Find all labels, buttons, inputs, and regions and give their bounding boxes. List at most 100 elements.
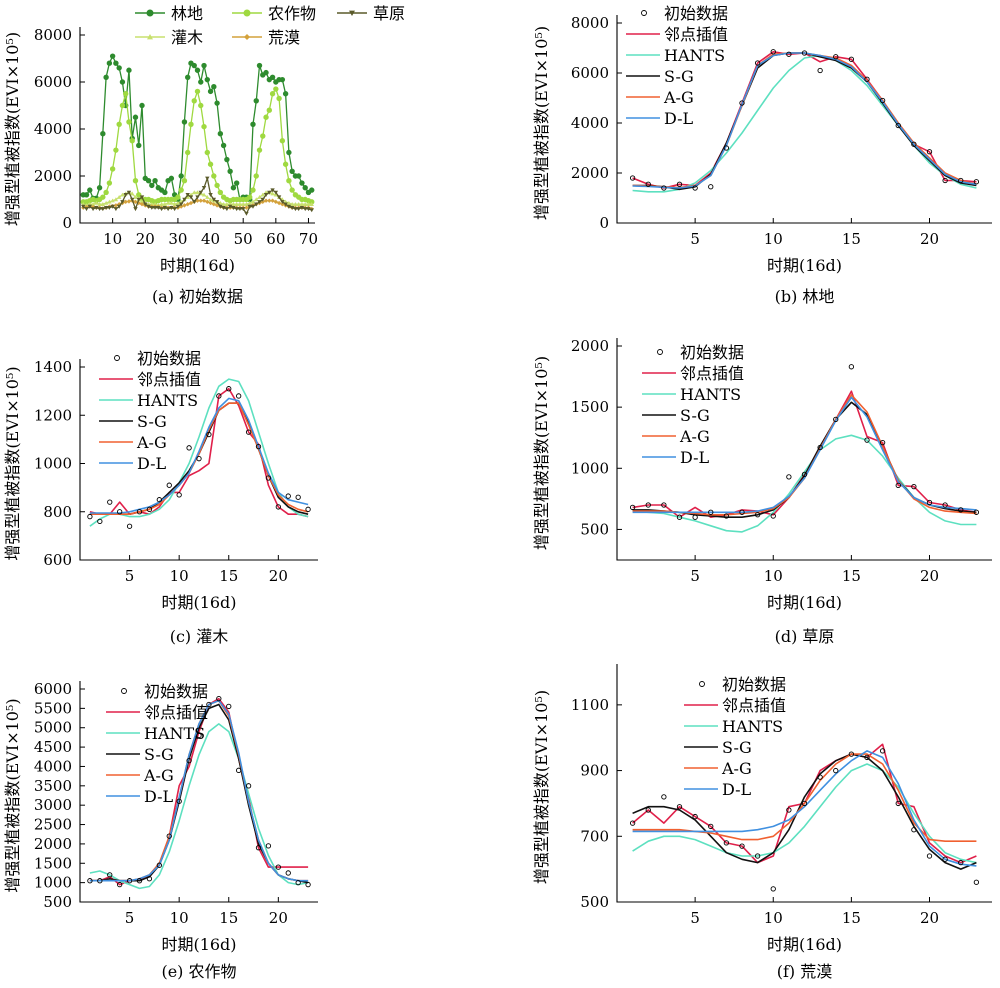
- chart-panel-d: 5 10 15 20 500 1000 1500 2000 时期(16d) 增强型植被指数(EVI…: [532, 337, 992, 646]
- raw-data-point: [833, 767, 839, 774]
- raw-data-point: [926, 499, 933, 506]
- data-point: [299, 180, 305, 186]
- data-point: [139, 195, 145, 200]
- data-point: [244, 202, 249, 206]
- data-point: [130, 197, 135, 202]
- raw-data-point: [754, 512, 761, 518]
- data-point: [234, 202, 239, 206]
- series-line-1: [89, 723, 309, 890]
- raw-data-point: [817, 67, 823, 74]
- data-point: [113, 203, 119, 208]
- data-point: [175, 200, 181, 205]
- raw-data-point: [911, 141, 917, 147]
- data-point: [181, 178, 188, 184]
- data-point: [172, 207, 177, 212]
- data-point: [217, 189, 224, 196]
- data-point: [130, 191, 135, 196]
- data-point: [182, 203, 187, 208]
- data-point: [162, 202, 168, 206]
- legend-label: 邻点插值: [680, 364, 744, 383]
- data-point: [192, 200, 197, 205]
- data-point: [97, 202, 102, 206]
- data-point: [296, 202, 301, 206]
- data-point: [133, 207, 138, 212]
- x-tick-label: 15: [219, 909, 238, 927]
- data-point: [282, 161, 289, 167]
- raw-data-point: [723, 145, 730, 151]
- raw-data-point: [958, 507, 964, 513]
- x-tick-label: 40: [201, 230, 220, 248]
- x-tick-label: 5: [690, 230, 700, 248]
- data-point: [309, 202, 314, 206]
- y-tick-label: 3000: [34, 796, 72, 814]
- data-point: [165, 207, 171, 212]
- raw-data-point: [739, 509, 745, 515]
- raw-data-point: [186, 757, 192, 764]
- raw-data-point: [786, 474, 792, 480]
- data-point: [218, 200, 223, 205]
- data-point: [205, 194, 210, 199]
- raw-data-point: [911, 483, 917, 490]
- data-point: [195, 190, 200, 195]
- data-point: [240, 202, 246, 206]
- raw-data-point: [216, 393, 222, 399]
- raw-data-point: [770, 886, 776, 892]
- data-point: [178, 187, 184, 193]
- axes: [616, 338, 992, 561]
- data-point: [110, 198, 115, 203]
- data-point: [263, 114, 269, 120]
- legend-label: 初始数据: [664, 4, 728, 23]
- data-point: [198, 102, 204, 109]
- data-point: [293, 207, 298, 212]
- x-tick-label: 10: [170, 567, 189, 585]
- y-tick-label: 2000: [571, 164, 609, 182]
- raw-data-point: [117, 509, 123, 515]
- y-tick-label: 1000: [34, 455, 72, 473]
- data-point: [279, 76, 286, 83]
- raw-data-point: [817, 444, 823, 451]
- y-tick-label: 4000: [571, 114, 609, 132]
- data-point: [247, 200, 252, 205]
- data-point: [113, 147, 119, 153]
- data-point: [205, 176, 210, 181]
- x-tick-label: 10: [764, 909, 783, 927]
- data-point: [289, 202, 295, 206]
- data-point: [270, 198, 275, 203]
- series-line-3: [89, 402, 309, 516]
- data-point: [106, 180, 113, 186]
- raw-data-point: [97, 518, 103, 525]
- data-point: [103, 189, 109, 196]
- data-point: [96, 185, 103, 191]
- data-point: [217, 131, 224, 137]
- legend-label: D-L: [680, 448, 710, 467]
- raw-data-point: [245, 429, 252, 435]
- x-axis-label: 时期(16d): [767, 935, 842, 954]
- data-point: [123, 199, 128, 205]
- data-point: [169, 200, 174, 205]
- legend-marker: [121, 688, 127, 694]
- data-point: [234, 207, 239, 212]
- data-point: [84, 207, 89, 212]
- data-point: [289, 168, 295, 175]
- data-point: [269, 74, 276, 81]
- data-point: [286, 200, 292, 205]
- legend-marker: [641, 10, 647, 16]
- chart-panel-a: 10 20 30 40 50 60 70 0 2000 4000 6000 8000 时期(16d) 增强…: [3, 4, 405, 306]
- raw-data-point: [801, 471, 808, 478]
- raw-data-point: [786, 51, 792, 57]
- data-point: [286, 204, 292, 209]
- raw-data-point: [848, 364, 855, 370]
- series-line-4: [89, 397, 309, 514]
- data-point: [250, 204, 256, 209]
- y-tick-label: 900: [580, 762, 609, 780]
- y-tick-label: 6000: [571, 64, 609, 82]
- y-tick-label: 500: [580, 893, 609, 911]
- raw-data-point: [864, 76, 870, 82]
- raw-data-point: [216, 696, 222, 702]
- legend-label: S-G: [722, 738, 752, 757]
- data-point: [90, 207, 96, 212]
- data-point: [136, 142, 142, 149]
- raw-data-point: [770, 49, 776, 55]
- x-tick-label: 50: [234, 230, 253, 248]
